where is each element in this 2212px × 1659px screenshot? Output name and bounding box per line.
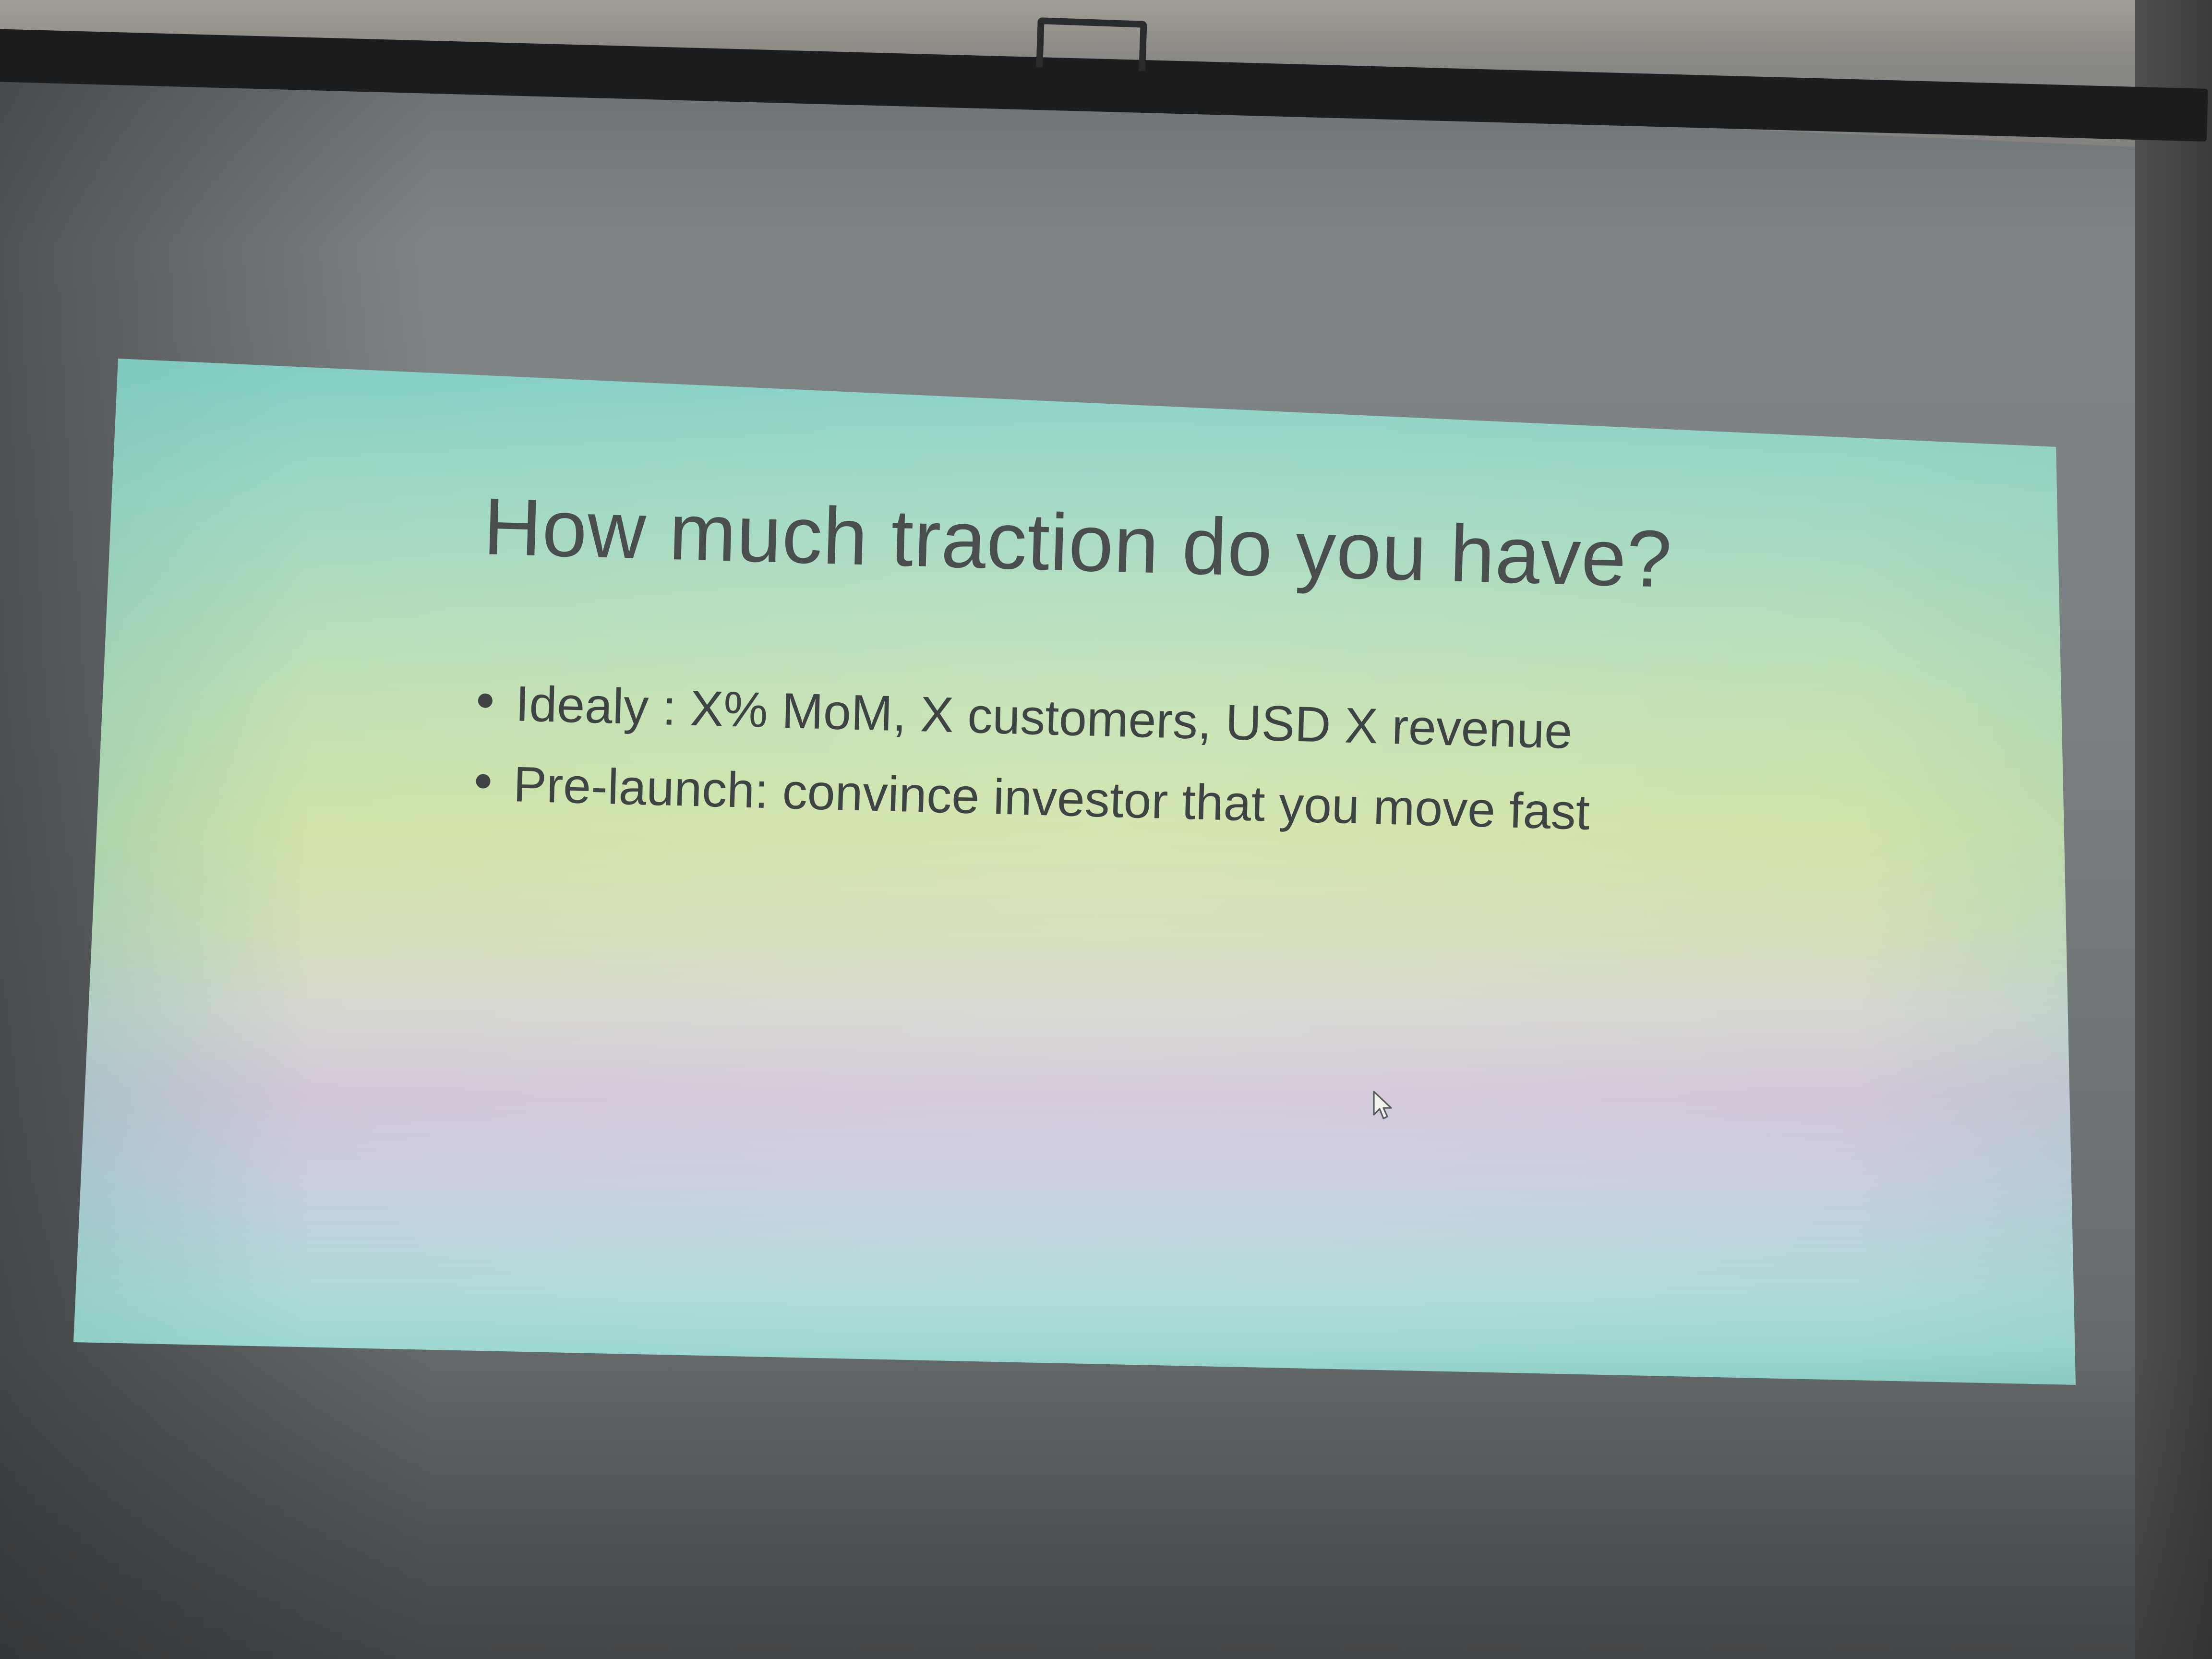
slide-bullet-list: Idealy : X% MoM, X customers, USD X reve… bbox=[471, 662, 1593, 853]
bullet-text: Idealy : X% MoM, X customers, USD X reve… bbox=[515, 676, 1573, 759]
mouse-pointer-icon bbox=[1373, 1091, 1392, 1119]
wall-right-edge bbox=[2135, 0, 2212, 1659]
screen-mount-bracket bbox=[1036, 17, 1147, 71]
bullet-dot-icon bbox=[478, 693, 493, 708]
screen-shadow-bottom bbox=[0, 1347, 2212, 1659]
bullet-text: Pre-launch: convince investor that you m… bbox=[512, 757, 1591, 841]
bullet-dot-icon bbox=[476, 774, 491, 789]
